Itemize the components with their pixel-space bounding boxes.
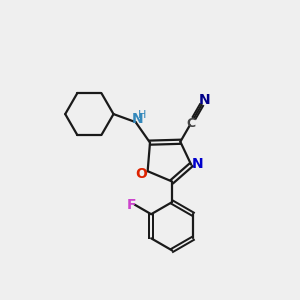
- Text: H: H: [138, 110, 146, 120]
- Text: N: N: [198, 93, 210, 107]
- Text: N: N: [192, 157, 203, 171]
- Text: C: C: [186, 117, 196, 130]
- Text: O: O: [135, 167, 147, 181]
- Text: F: F: [127, 198, 136, 212]
- Text: N: N: [131, 112, 143, 126]
